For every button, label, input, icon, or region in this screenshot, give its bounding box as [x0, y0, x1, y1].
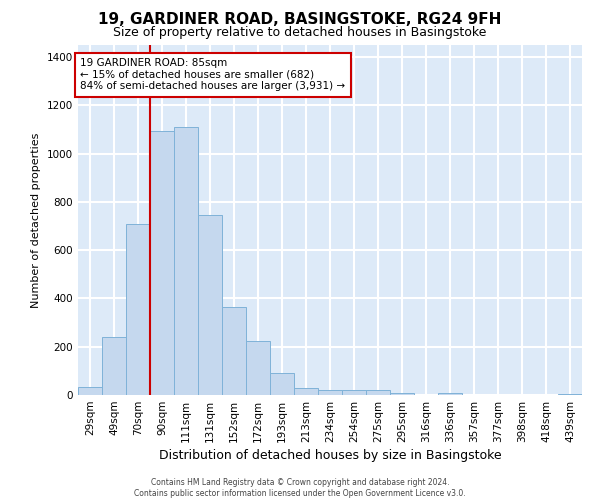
Bar — [126, 224, 150, 395]
X-axis label: Distribution of detached houses by size in Basingstoke: Distribution of detached houses by size … — [158, 449, 502, 462]
Bar — [198, 215, 222, 395]
Bar — [342, 390, 366, 395]
Bar — [222, 307, 246, 395]
Y-axis label: Number of detached properties: Number of detached properties — [31, 132, 41, 308]
Bar — [102, 337, 126, 395]
Bar — [294, 388, 318, 395]
Text: Contains HM Land Registry data © Crown copyright and database right 2024.
Contai: Contains HM Land Registry data © Crown c… — [134, 478, 466, 498]
Bar — [318, 390, 342, 395]
Text: 19, GARDINER ROAD, BASINGSTOKE, RG24 9FH: 19, GARDINER ROAD, BASINGSTOKE, RG24 9FH — [98, 12, 502, 26]
Bar — [270, 374, 294, 395]
Bar — [174, 127, 198, 395]
Bar — [390, 392, 414, 395]
Bar — [438, 392, 462, 395]
Bar — [558, 394, 582, 395]
Text: 19 GARDINER ROAD: 85sqm
← 15% of detached houses are smaller (682)
84% of semi-d: 19 GARDINER ROAD: 85sqm ← 15% of detache… — [80, 58, 346, 92]
Bar — [246, 340, 270, 395]
Text: Size of property relative to detached houses in Basingstoke: Size of property relative to detached ho… — [113, 26, 487, 39]
Bar — [366, 390, 390, 395]
Bar — [150, 130, 174, 395]
Bar — [78, 386, 102, 395]
